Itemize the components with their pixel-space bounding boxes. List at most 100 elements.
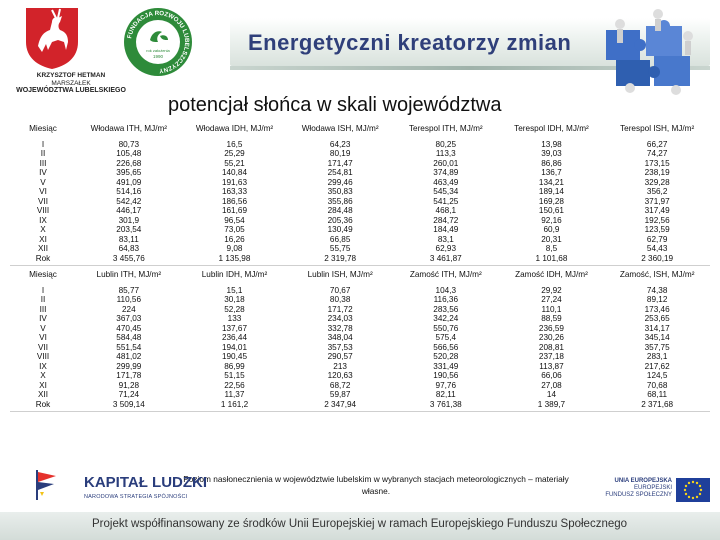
table-cell: 86,86 [541,158,562,168]
table-cell: 470,45 [116,323,142,333]
table-cell: 191,63 [221,177,247,187]
table-cell: VI [39,187,47,196]
table-cell: 237,18 [538,352,564,361]
table-cell: 163,33 [221,187,247,196]
kapital-ludzki-title: KAPITAŁ LUDZKI [84,474,208,491]
table-row: II 105,48 25,29 80,19 113,3 39,03 74,27 [10,149,710,159]
table-cell: 345,14 [644,333,670,342]
table-header-row: Miesiąc Lublin ITH, MJ/m² Lublin IDH, MJ/m… [10,265,710,286]
table-cell: 66,06 [541,371,562,380]
table-cell: 22,56 [224,380,245,390]
table-cell: 136,7 [541,168,562,177]
table-cell: 186,56 [221,196,247,206]
footer-bar [0,512,720,540]
table-cell: 192,56 [644,215,670,225]
table-cell: 355,86 [327,196,353,206]
table-cell: 238,19 [644,168,670,177]
table-cell: 290,57 [327,352,353,361]
table-cell: 551,54 [116,342,142,352]
table-cell: 332,78 [327,323,353,333]
table-cell: 11,37 [224,390,245,399]
table-cell: XII [37,390,48,399]
table-cell: 96,54 [224,215,245,225]
table-cell: 134,21 [538,177,564,187]
table-cell: 491,09 [116,177,142,187]
table-cell: 68,72 [329,380,351,390]
eu-flag-icon [676,478,710,502]
table-cell: V [40,323,46,333]
table-cell: 184,49 [433,225,459,234]
table-cell: Miesiąc [29,124,57,133]
table-cell: 217,62 [644,361,670,371]
table-cell: 520,28 [433,352,459,361]
table-cell: 2 360,19 [604,253,710,266]
table-cell: Lublin ITH, MJ/m² [76,265,182,286]
table-cell: 284,48 [327,206,353,215]
table-cell: VII [37,196,48,206]
table-cell: 169,28 [538,196,564,206]
table-cell: 140,84 [221,168,247,177]
table-cell: IV [39,314,47,323]
table-cell: V [40,177,46,187]
table-cell: 83,11 [118,234,139,244]
table-cell: 190,56 [433,371,459,380]
table-cell: III [39,304,47,314]
table-cell: 283,56 [433,304,459,314]
table-cell: 66,85 [329,234,351,244]
table-cell: 8,5 [545,244,558,253]
table-cell: I [41,139,45,149]
table-cell: 82,11 [435,390,456,399]
table-cell: 150,61 [538,206,564,215]
table-cell: 25,29 [224,149,245,158]
footnote: Poziom nasłonecznienia w województwie lu… [183,474,569,496]
table-cell: 14 [546,390,556,399]
table-cell: 367,03 [116,314,142,323]
table-cell: 205,36 [327,215,353,225]
table-cell: VII [37,342,48,352]
table-cell: Lublin ISH, MJ/m² [287,265,393,286]
table-cell: 9,08 [226,244,243,253]
table-cell: 226,68 [116,158,142,168]
table-total-row: Rok 3 455,76 1 135,98 2 319,78 3 461,87 1 101… [10,253,710,266]
table-row: XII 71,24 11,37 59,87 82,11 14 68,11 [10,390,710,400]
table-cell: 171,72 [327,304,353,314]
table-cell: 545,34 [433,187,459,196]
table-cell: IX [39,361,47,371]
table-cell: 173,15 [644,158,670,168]
table-cell: 299,46 [327,177,353,187]
banner-divider [230,66,710,70]
table-cell: 189,14 [538,187,564,196]
table-cell: IV [39,168,47,177]
table-row: X 171,78 51,15 120,63 190,56 66,06 124,5 [10,371,710,381]
table-cell: 27,24 [541,295,562,304]
table-cell: 51,15 [224,371,245,380]
table-cell: 110,1 [541,304,562,314]
table-cell: 104,3 [435,285,457,295]
table-row: XI 83,11 16,26 66,85 83,1 20,31 62,79 [10,235,710,245]
table-row: V 470,45 137,67 332,78 550,76 236,59 314,17 [10,324,710,334]
table-cell: Terespol ITH, MJ/m² [408,124,483,133]
table-row: XII 64,83 9,08 55,75 62,93 8,5 54,43 [10,244,710,254]
table-cell: 371,97 [644,196,670,206]
table-cell: 55,21 [224,158,245,168]
table-cell: I [41,285,45,295]
table-cell: 71,24 [118,390,140,399]
table-cell: 314,17 [644,323,670,333]
table-cell: Zamość, ISH, MJ/m² [604,265,710,286]
table-cell: Zamość ITH, MJ/m² [392,265,499,286]
table-cell: 130,49 [327,225,353,234]
table-cell: 120,63 [327,371,353,380]
table-cell: 91,28 [118,380,140,390]
table-cell: 1 389,7 [498,399,605,412]
table-cell: 213 [333,361,347,371]
table-cell: 468,1 [435,206,457,215]
table-cell: 299,99 [116,361,142,371]
voivodeship-name: WOJEWÓDZTWA LUBELSKIEGO [16,87,126,94]
table-cell: XI [39,380,47,390]
table-cell: 89,12 [646,295,668,304]
fundacja-rozwoju-lubelszczyzny-logo: FUNDACJA ROZWOJU LUBELSZCZYZNY rok założ… [124,8,192,76]
table-cell: 584,48 [116,333,142,342]
table-cell: IX [39,215,47,225]
table-cell: 1 135,98 [181,253,288,266]
table-cell: 80,25 [435,139,457,149]
